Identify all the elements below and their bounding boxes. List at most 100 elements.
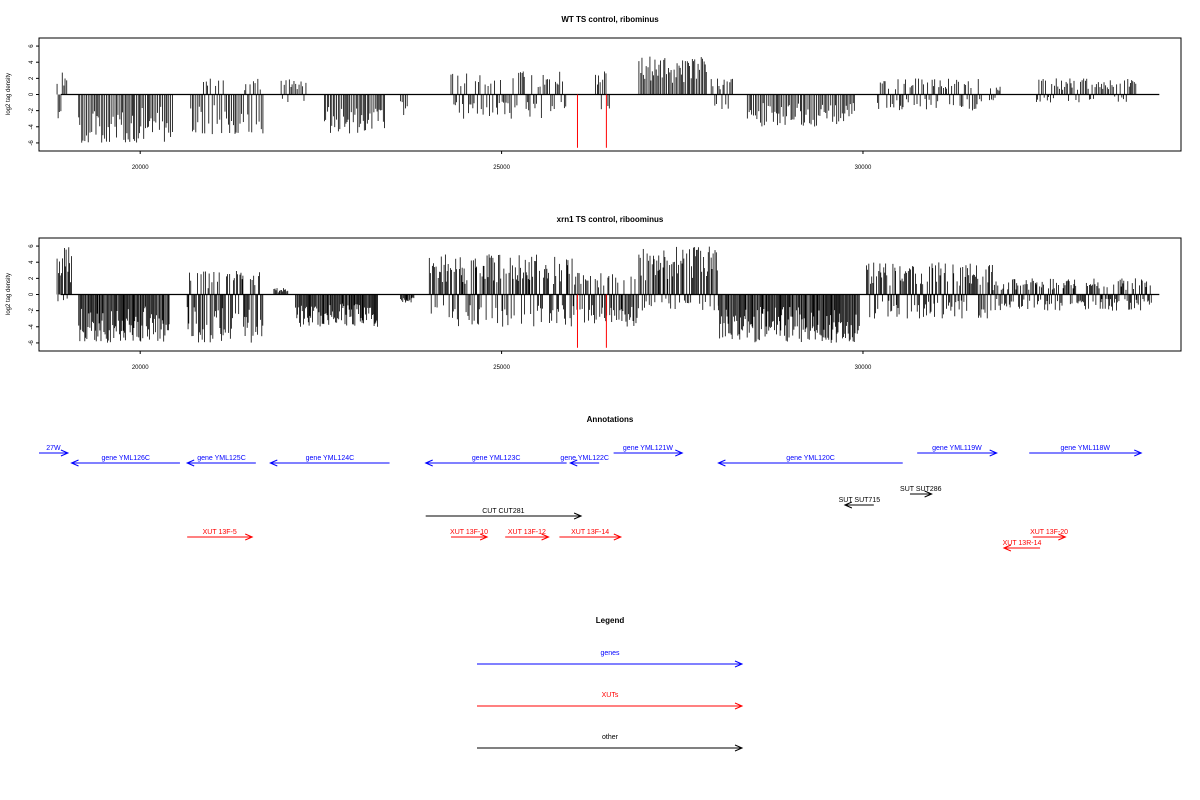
xrn1-panel-title: xrn1 TS control, riboominus xyxy=(557,215,664,224)
annotation-label: gene YML124C xyxy=(306,455,355,462)
xrn1-y-tick-label: 0 xyxy=(29,292,35,296)
annotation-arrow-head xyxy=(1134,449,1143,457)
annotation-label: gene YML126C xyxy=(101,455,150,462)
annotation-cut-cut281: CUT CUT281 xyxy=(425,508,583,520)
wt-bars xyxy=(56,56,1160,148)
annotation-gene-yml126c: gene YML126C xyxy=(70,455,180,467)
annotation-label: XUT 13F-10 xyxy=(450,529,488,536)
annotation-arrow-head xyxy=(60,449,70,457)
annotation-arrow-head xyxy=(269,459,278,467)
annotation-label: gene YML120C xyxy=(786,455,835,462)
legend-item-other: other xyxy=(477,734,744,752)
legend-arrow-head xyxy=(734,702,744,710)
legend-label: genes xyxy=(600,650,620,657)
annotation-arrow-head xyxy=(479,533,489,541)
xrn1-density-panel: xrn1 TS control, riboominus log2 tag den… xyxy=(6,215,1182,371)
xrn1-y-tick-label: 2 xyxy=(29,276,35,280)
xrn1-y-tick-label: -2 xyxy=(29,307,35,313)
annotation-arrow-head xyxy=(1002,544,1012,552)
xrn1-y-axis-label: log2 tag density xyxy=(6,273,12,315)
annotation-sut-sut715: SUT SUT715 xyxy=(839,497,881,509)
annotation-gene-yml124c: gene YML124C xyxy=(269,455,390,467)
xrn1-y-tick-label: -4 xyxy=(29,323,35,329)
wt-x-tick-label: 30000 xyxy=(855,165,872,171)
wt-y-tick-label: 0 xyxy=(29,92,35,96)
annotation-label: SUT SUT286 xyxy=(900,486,942,493)
annotation-xut-13f-20: XUT 13F-20 xyxy=(1030,529,1068,541)
wt-y-axis-label: log2 tag density xyxy=(6,73,12,115)
legend-title: Legend xyxy=(596,616,625,625)
xrn1-bars xyxy=(56,246,1160,348)
annotation-label: gene YML125C xyxy=(197,455,246,462)
annotations-title: Annotations xyxy=(587,415,634,424)
annotation-xut-13f-10: XUT 13F-10 xyxy=(450,529,489,541)
xrn1-x-tick-label: 25000 xyxy=(493,365,510,371)
annotation-label: gene YML123C xyxy=(472,455,521,462)
annotation-gene-yml122c: gene YML122C xyxy=(560,455,609,467)
annotation-label: XUT 13F-12 xyxy=(508,529,546,536)
annotation-label: gene YML122C xyxy=(560,455,609,462)
annotation-gene-yml118w: gene YML118W xyxy=(1029,445,1143,457)
legend-label: other xyxy=(602,734,619,741)
annotation-gene-yml121w: gene YML121W xyxy=(613,445,684,457)
annotation-arrow-head xyxy=(541,533,550,541)
wt-y-tick-label: -6 xyxy=(29,140,35,146)
legend: genes XUTs other xyxy=(477,650,744,752)
annotation-27w: 27W xyxy=(39,445,70,457)
annotation-arrow-head xyxy=(924,490,933,498)
wt-y-tick-label: 2 xyxy=(29,76,35,80)
annotation-label: CUT CUT281 xyxy=(482,508,524,515)
annotation-arrow-head xyxy=(989,449,998,457)
annotation-label: gene YML121W xyxy=(623,445,673,452)
annotation-arrow-head xyxy=(424,459,433,467)
legend-item-xuts: XUTs xyxy=(477,692,744,710)
annotation-track: 27W gene YML126C gene YML125C gene YML124C g… xyxy=(39,445,1143,552)
annotation-label: XUT 13F-20 xyxy=(1030,529,1068,536)
wt-y-tick-label: -2 xyxy=(29,107,35,113)
annotation-arrow-head xyxy=(613,533,623,541)
annotation-label: XUT 13R-14 xyxy=(1003,540,1042,547)
xrn1-y-tick-label: 6 xyxy=(29,244,35,248)
wt-x-tick-label: 20000 xyxy=(132,165,149,171)
wt-axes: 6 4 2 0 -2 -4 -6 20000 25000 30000 xyxy=(29,44,872,171)
annotation-arrow-head xyxy=(843,501,853,509)
xrn1-y-tick-label: 4 xyxy=(29,260,35,264)
legend-arrow-head xyxy=(734,660,744,668)
annotation-label: 27W xyxy=(46,445,61,452)
legend-label: XUTs xyxy=(602,692,619,699)
wt-density-panel: WT TS control, ribominus log2 tag densit… xyxy=(6,15,1182,171)
wt-x-tick-label: 25000 xyxy=(493,165,510,171)
wt-y-tick-label: -4 xyxy=(29,123,35,129)
annotation-label: SUT SUT715 xyxy=(839,497,881,504)
annotation-xut-13f-5: XUT 13F-5 xyxy=(187,529,254,541)
annotation-label: XUT 13F-14 xyxy=(571,529,609,536)
annotation-gene-yml125c: gene YML125C xyxy=(185,455,256,467)
annotation-label: XUT 13F-5 xyxy=(203,529,237,536)
annotation-gene-yml120c: gene YML120C xyxy=(717,455,903,467)
wt-y-tick-label: 6 xyxy=(29,44,35,48)
annotation-arrow-head xyxy=(70,459,79,467)
legend-arrow-head xyxy=(734,744,744,752)
xrn1-y-tick-label: -6 xyxy=(29,340,35,346)
annotation-gene-yml119w: gene YML119W xyxy=(917,445,998,457)
annotation-xut-13f-12: XUT 13F-12 xyxy=(505,529,550,541)
legend-item-genes: genes xyxy=(477,650,744,668)
annotation-gene-yml123c: gene YML123C xyxy=(424,455,567,467)
xrn1-x-tick-label: 20000 xyxy=(132,365,149,371)
annotation-arrow-head xyxy=(185,459,195,467)
annotation-arrow-head xyxy=(717,459,726,467)
xrn1-x-tick-label: 30000 xyxy=(855,365,872,371)
annotation-arrow-head xyxy=(573,512,583,520)
wt-y-tick-label: 4 xyxy=(29,60,35,64)
annotation-arrow-head xyxy=(1058,533,1067,541)
annotation-xut-13f-14: XUT 13F-14 xyxy=(559,529,623,541)
annotation-arrow-head xyxy=(675,449,684,457)
annotation-label: gene YML119W xyxy=(932,445,982,452)
annotation-arrow-head xyxy=(245,533,254,541)
wt-panel-title: WT TS control, ribominus xyxy=(561,15,659,24)
annotation-label: gene YML118W xyxy=(1060,445,1110,452)
xrn1-axes: 6 4 2 0 -2 -4 -6 20000 25000 30000 xyxy=(29,244,872,371)
annotation-xut-13r-14: XUT 13R-14 xyxy=(1002,540,1042,552)
annotation-sut-sut286: SUT SUT286 xyxy=(900,486,942,498)
